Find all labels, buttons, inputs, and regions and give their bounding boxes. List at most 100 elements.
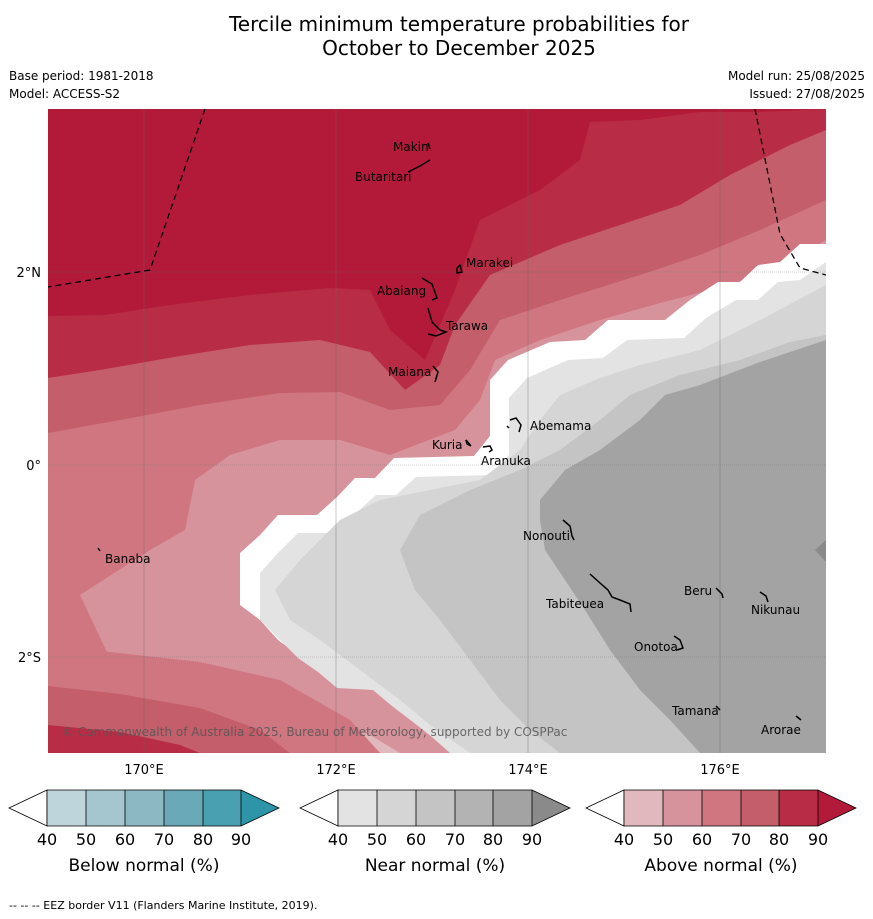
eez-border	[48, 109, 826, 288]
island-beru	[715, 587, 724, 599]
cb3-tick-50: 50	[653, 830, 673, 849]
label-makin: Makin	[393, 140, 429, 154]
cb2-tick-60: 60	[406, 830, 426, 849]
cb2-tick-70: 70	[445, 830, 465, 849]
band-near-80-edge	[815, 540, 826, 562]
cb2-swatch-4	[493, 790, 532, 826]
label-kuria: Kuria	[432, 438, 463, 452]
title-line-2: October to December 2025	[322, 36, 596, 60]
islands	[97, 142, 802, 721]
island-abaiang	[421, 277, 438, 301]
label-abemama: Abemama	[530, 419, 591, 433]
cb3-tick-70: 70	[731, 830, 751, 849]
colorbar-near-normal: 40 50 60 70 80 90 Near normal (%)	[299, 789, 571, 876]
cb3-swatch-1	[663, 790, 702, 826]
cb3-swatch-0	[624, 790, 663, 826]
cb2-max-triangle	[532, 790, 570, 826]
model-run: Model run: 25/08/2025	[727, 69, 865, 83]
cb1-swatch-3	[164, 790, 203, 826]
cb1-swatch-0	[47, 790, 86, 826]
cb3-swatch-3	[741, 790, 779, 826]
label-arorae: Arorae	[761, 723, 801, 737]
cb1-min-triangle	[8, 789, 48, 827]
label-maiana: Maiana	[388, 365, 431, 379]
cb1-tick-40: 40	[37, 830, 57, 849]
island-arorae	[795, 715, 802, 721]
label-onotoa: Onotoa	[634, 640, 678, 654]
cb1-tick-80: 80	[193, 830, 213, 849]
cb3-tick-80: 80	[769, 830, 789, 849]
cb3-swatch-2	[702, 790, 741, 826]
band-above-south-80	[48, 725, 200, 753]
label-marakei: Marakei	[466, 256, 513, 270]
cb2-swatch-1	[377, 790, 416, 826]
lat-label-0: 0°	[26, 459, 41, 474]
place-labels: Makin Butaritari Marakei Abaiang Tarawa …	[105, 140, 801, 737]
cb3-swatch-4	[779, 790, 818, 826]
label-beru: Beru	[684, 584, 712, 598]
cb2-min-triangle	[299, 789, 339, 827]
island-nonouti	[562, 519, 575, 541]
lat-label-2s: 2°S	[18, 651, 41, 666]
cb2-label: Near normal (%)	[365, 856, 505, 876]
label-tarawa: Tarawa	[445, 319, 488, 333]
lon-label-174: 174°E	[508, 763, 548, 778]
cb1-tick-60: 60	[115, 830, 135, 849]
axis-labels: 170°E 172°E 174°E 176°E 2°N 0° 2°S	[17, 266, 740, 778]
island-nikunau	[759, 591, 769, 603]
island-kuria	[465, 439, 472, 447]
island-maiana	[432, 365, 439, 383]
label-tamana: Tamana	[671, 704, 719, 718]
issued-date: Issued: 27/08/2025	[749, 87, 865, 101]
cb2-swatch-3	[455, 790, 493, 826]
cb3-max-triangle	[818, 790, 856, 826]
lat-label-2n: 2°N	[17, 266, 42, 281]
cb1-swatch-2	[125, 790, 164, 826]
island-tamana	[715, 705, 721, 711]
map-title: Tercile minimum temperature probabilitie…	[0, 12, 873, 60]
cb1-swatch-4	[203, 790, 241, 826]
island-abemama	[509, 417, 522, 433]
model-name: Model: ACCESS-S2	[9, 87, 121, 101]
island-aranuka	[482, 445, 493, 453]
island-abemama-b	[506, 425, 510, 429]
probability-map: Makin Butaritari Marakei Abaiang Tarawa …	[48, 109, 826, 753]
label-nonouti: Nonouti	[523, 529, 570, 543]
colorbar-above-normal: 40 50 60 70 80 90 Above normal (%)	[585, 789, 857, 876]
base-period: Base period: 1981-2018	[9, 69, 154, 83]
cb3-min-triangle	[585, 789, 625, 827]
title-line-1: Tercile minimum temperature probabilitie…	[228, 12, 690, 36]
cb1-max-triangle	[241, 790, 279, 826]
cb2-tick-50: 50	[367, 830, 387, 849]
lon-label-172: 172°E	[316, 763, 356, 778]
island-banaba	[97, 547, 101, 552]
cb1-tick-50: 50	[76, 830, 96, 849]
gridlines	[48, 109, 826, 753]
cb2-swatch-2	[416, 790, 455, 826]
cb1-tick-90: 90	[231, 830, 251, 849]
cb1-label: Below normal (%)	[69, 856, 220, 876]
island-marakei	[456, 263, 463, 274]
cb3-tick-40: 40	[614, 830, 634, 849]
meta-right: Model run: 25/08/2025 Issued: 27/08/2025	[728, 67, 865, 103]
copyright-text: © Commonwealth of Australia 2025, Bureau…	[62, 725, 567, 739]
cb3-tick-60: 60	[692, 830, 712, 849]
island-makin	[427, 142, 431, 150]
cb2-swatch-0	[338, 790, 377, 826]
label-butaritari: Butaritari	[355, 170, 412, 184]
cb2-tick-90: 90	[522, 830, 542, 849]
label-abaiang: Abaiang	[377, 284, 426, 298]
island-onotoa	[673, 635, 684, 651]
island-butaritari	[407, 159, 431, 173]
cb2-tick-80: 80	[483, 830, 503, 849]
island-tabiteuea	[589, 573, 632, 613]
eez-footnote: -- -- -- EEZ border V11 (Flanders Marine…	[9, 899, 318, 912]
meta-left: Base period: 1981-2018 Model: ACCESS-S2	[9, 67, 154, 103]
cb3-tick-90: 90	[808, 830, 828, 849]
cb1-swatch-1	[86, 790, 125, 826]
cb3-label: Above normal (%)	[644, 856, 797, 876]
colorbar-below-normal: 40 50 60 70 80 90 Below normal (%)	[8, 789, 280, 876]
label-banaba: Banaba	[105, 552, 151, 566]
label-aranuka: Aranuka	[481, 454, 531, 468]
